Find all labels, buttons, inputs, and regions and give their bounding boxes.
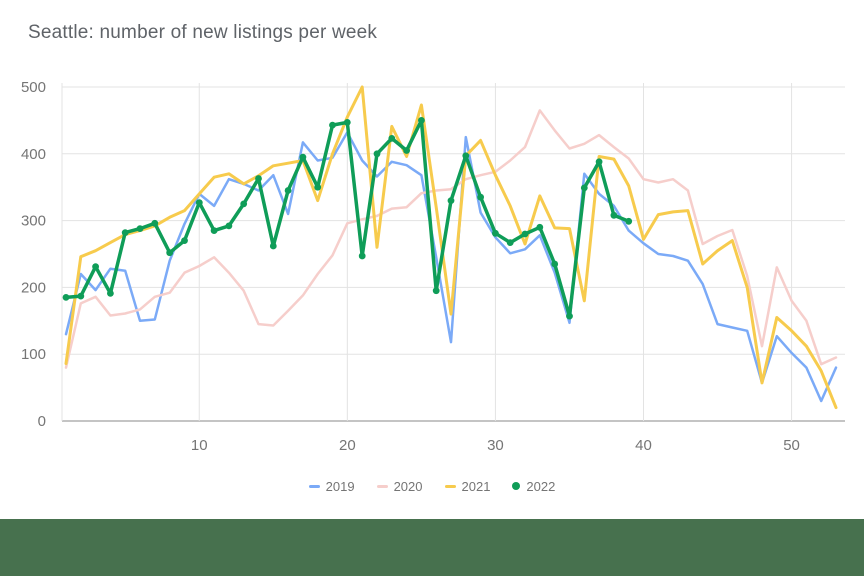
series-point-2022	[358, 252, 366, 260]
x-axis-label: 40	[635, 437, 652, 454]
series-point-2022	[107, 290, 114, 297]
series-point-2022	[343, 119, 351, 126]
series-point-2022	[403, 147, 410, 154]
legend-label-2021: 2021	[461, 478, 491, 494]
series-point-2022	[269, 242, 277, 250]
series-line-2020	[64, 109, 838, 369]
series-point-2022	[329, 121, 336, 129]
x-axis-label: 20	[339, 437, 356, 454]
y-axis-label: 0	[38, 413, 46, 430]
line-chart: 0 100 200 300 400 500 10 20 30 40 50	[21, 79, 845, 454]
series-point-2022	[62, 294, 70, 301]
x-axis-label: 30	[487, 437, 504, 454]
series-point-2022	[580, 184, 588, 192]
legend-label-2019: 2019	[325, 478, 355, 494]
x-axis-label: 10	[191, 437, 208, 454]
y-axis-label: 500	[21, 79, 46, 96]
series-point-2022	[92, 263, 99, 271]
series-point-2022	[151, 219, 159, 227]
series-point-2022	[418, 117, 425, 124]
series-point-2022	[536, 223, 544, 231]
series-point-2022	[492, 229, 499, 237]
series-point-2022	[462, 152, 470, 160]
series-point-2022	[551, 260, 559, 268]
legend-swatch-2021	[444, 484, 456, 488]
series-point-2022	[181, 237, 188, 245]
legend-item-2021: 2021	[444, 478, 491, 494]
chart-legend: 2019 2020 2021 2022	[0, 476, 864, 496]
series-point-2022	[373, 150, 381, 158]
footer-bar	[0, 519, 864, 576]
series-point-2022	[121, 229, 129, 237]
x-axis-label: 50	[783, 437, 800, 454]
series-point-2022	[284, 187, 292, 194]
legend-item-2020: 2020	[376, 478, 423, 494]
y-axis-label: 100	[21, 346, 46, 363]
series-point-2022	[388, 135, 396, 142]
legend-label-2022: 2022	[526, 478, 556, 494]
series-point-2022	[225, 222, 233, 230]
series-point-2022	[625, 217, 633, 225]
series-point-2022	[255, 175, 262, 182]
series-point-2022	[299, 153, 307, 161]
series-point-2022	[240, 200, 248, 208]
series-point-2022	[506, 239, 514, 247]
series-line-2021	[64, 85, 838, 410]
series-point-2022	[210, 227, 218, 235]
series-line-2019	[64, 131, 838, 403]
y-axis-label: 300	[21, 213, 46, 230]
legend-swatch-2019	[308, 484, 320, 488]
legend-item-2019: 2019	[308, 478, 355, 494]
series-point-2022	[77, 292, 85, 300]
series-point-2022	[432, 287, 440, 295]
legend-label-2020: 2020	[393, 478, 423, 494]
series-point-2022	[195, 199, 203, 207]
chart-title: Seattle: number of new listings per week	[28, 22, 378, 43]
series-point-2022	[314, 183, 322, 191]
legend-swatch-2022	[512, 482, 521, 490]
series-point-2022	[166, 249, 174, 257]
series-point-2022	[595, 158, 603, 166]
series-point-2022	[136, 225, 144, 233]
series-point-2022	[610, 211, 618, 219]
series-point-2022	[447, 197, 455, 205]
series-point-2022	[477, 193, 484, 201]
y-axis-label: 400	[21, 146, 46, 163]
series-point-2022	[521, 230, 529, 238]
legend-item-2022: 2022	[512, 479, 555, 494]
legend-swatch-2020	[376, 484, 388, 488]
y-axis-label: 200	[21, 279, 46, 296]
series-point-2022	[566, 312, 573, 320]
